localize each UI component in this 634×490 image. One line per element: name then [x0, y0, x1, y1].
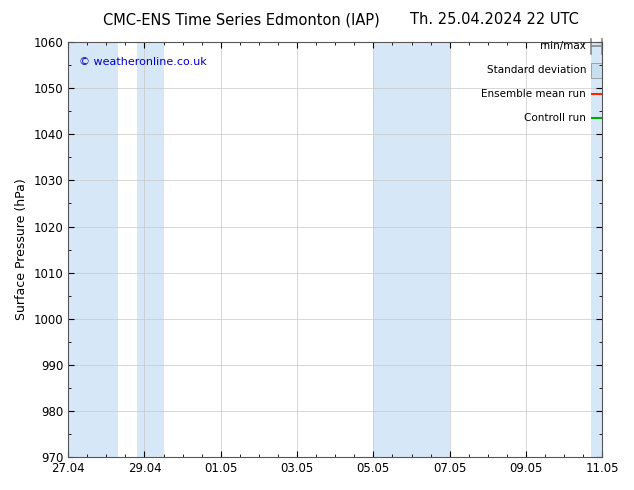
Bar	[137, 42, 164, 457]
Y-axis label: Surface Pressure (hPa): Surface Pressure (hPa)	[15, 179, 28, 320]
Text: Ensemble mean run: Ensemble mean run	[481, 89, 586, 99]
Text: CMC-ENS Time Series Edmonton (IAP): CMC-ENS Time Series Edmonton (IAP)	[103, 12, 379, 27]
Text: min/max: min/max	[540, 41, 586, 51]
Text: Controll run: Controll run	[524, 113, 586, 123]
Bar	[591, 42, 602, 457]
Bar	[590, 63, 602, 78]
Bar	[68, 42, 118, 457]
Bar	[373, 42, 450, 457]
Text: Th. 25.04.2024 22 UTC: Th. 25.04.2024 22 UTC	[410, 12, 579, 27]
Text: © weatheronline.co.uk: © weatheronline.co.uk	[79, 56, 207, 67]
Text: Standard deviation: Standard deviation	[487, 65, 586, 75]
